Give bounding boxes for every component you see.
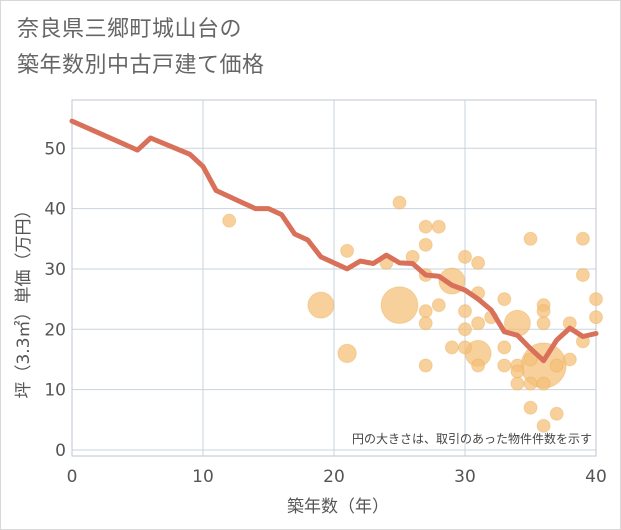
- bubble-point: [497, 340, 512, 355]
- bubble-point: [562, 352, 577, 367]
- bubble-point: [523, 400, 538, 415]
- y-tick-label: 30: [44, 260, 66, 280]
- bubble-point: [510, 376, 525, 391]
- bubble-point: [458, 249, 472, 264]
- bubble-point: [418, 358, 433, 373]
- bubble-point: [458, 322, 472, 337]
- y-axis-label: 坪（3.3㎡）単価（万円）: [14, 201, 34, 398]
- bubble-point: [575, 231, 590, 246]
- bubble-point: [589, 310, 603, 325]
- x-ticks: 0 10 20 30 40: [67, 467, 607, 487]
- bubble-point: [471, 316, 486, 331]
- bubble-point: [444, 340, 459, 355]
- chart-title-line-2: 築年数別中古戸建て価格: [17, 53, 265, 78]
- grid: [72, 100, 596, 456]
- chart-title-line-1: 奈良県三郷町城山台の: [17, 17, 243, 42]
- bubble-point: [536, 376, 551, 391]
- x-tick-label: 30: [454, 467, 476, 487]
- x-axis-label: 築年数（年）: [287, 497, 389, 517]
- bubble-point: [523, 376, 538, 391]
- bubble-point: [510, 364, 525, 379]
- x-tick-label: 10: [192, 467, 214, 487]
- bubble-point: [222, 213, 237, 228]
- bubble-point: [418, 304, 433, 319]
- bubble-point: [589, 292, 603, 307]
- bubble-point: [549, 406, 564, 421]
- bubble-point: [380, 286, 419, 325]
- bubble-point: [471, 358, 486, 373]
- bubble-point: [418, 316, 433, 331]
- x-tick-label: 0: [67, 467, 78, 487]
- bubble-point: [536, 316, 551, 331]
- trend-line: [69, 118, 599, 364]
- plot-area: [71, 99, 597, 457]
- bubble-point: [337, 343, 357, 364]
- bubble-point: [431, 298, 446, 313]
- bubble-series: [222, 195, 603, 433]
- y-tick-label: 10: [44, 381, 66, 401]
- chart-title: 奈良県三郷町城山台の 築年数別中古戸建て価格: [17, 12, 265, 84]
- bubble-point: [523, 352, 538, 367]
- bubble-point: [307, 291, 335, 319]
- x-tick-label: 20: [323, 467, 345, 487]
- y-tick-label: 40: [44, 200, 66, 220]
- y-ticks: 0 10 20 30 40 50: [44, 139, 66, 461]
- bubble-point: [536, 418, 551, 433]
- bubble-point: [392, 195, 407, 210]
- bubble-point: [536, 304, 551, 319]
- x-tick-label: 40: [585, 467, 607, 487]
- bubble-point: [458, 304, 472, 319]
- bubble-point: [340, 243, 355, 258]
- bubble-point: [418, 219, 433, 234]
- bubble-point: [431, 219, 446, 234]
- y-tick-label: 50: [44, 139, 66, 159]
- y-tick-label: 20: [44, 320, 66, 340]
- bubble-point: [523, 231, 538, 246]
- bubble-point: [418, 237, 433, 252]
- bubble-point: [458, 340, 472, 355]
- bubble-point: [471, 255, 486, 270]
- bubble-point: [549, 358, 564, 373]
- bubble-point: [575, 267, 590, 282]
- bubble-point: [497, 292, 512, 307]
- size-annotation: 円の大きさは、取引のあった物件件数を示す: [352, 431, 592, 446]
- y-tick-label: 0: [55, 441, 66, 461]
- bubble-point: [497, 358, 512, 373]
